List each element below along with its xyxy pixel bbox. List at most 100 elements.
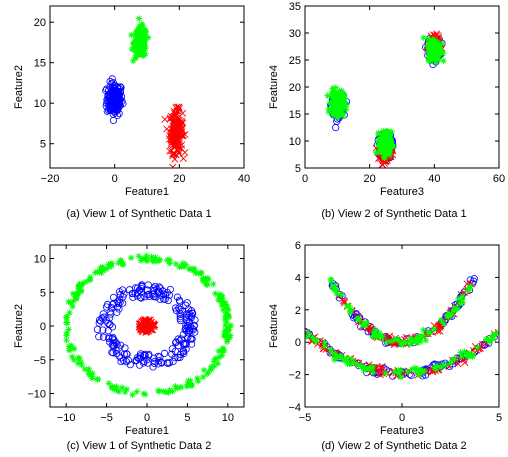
point-circle: [106, 105, 114, 114]
series-x: [135, 315, 159, 336]
point-star: [225, 326, 233, 333]
point-circle: [132, 357, 140, 365]
point-circle: [182, 345, 190, 353]
point-circle: [155, 283, 163, 291]
point-star: [338, 291, 345, 299]
point-star: [166, 260, 173, 267]
point-star: [342, 356, 349, 364]
point-cross: [161, 115, 169, 123]
point-star: [433, 362, 441, 369]
point-cross: [169, 141, 177, 149]
point-star: [135, 23, 143, 31]
series-o: [93, 281, 199, 371]
point-star: [225, 312, 232, 320]
y-tick-label: 15: [34, 58, 46, 70]
point-star: [123, 386, 130, 393]
chart-panel-3: −10 −5 0 5 10 −10 −5 0 5 10 Feature1 Feature2 (c) Vi…: [13, 244, 245, 452]
point-star: [141, 35, 149, 42]
point-circle: [99, 326, 107, 334]
point-star: [88, 373, 96, 380]
point-circle: [150, 292, 158, 300]
point-star: [169, 388, 176, 395]
point-star: [208, 366, 215, 373]
point-circle: [119, 299, 127, 307]
point-cross: [166, 147, 174, 155]
x-tick-label: 10: [222, 412, 234, 424]
point-star: [143, 256, 151, 263]
point-star: [426, 51, 434, 59]
point-star: [434, 47, 441, 54]
point-star: [224, 336, 231, 343]
y-tick-label: 20: [289, 82, 301, 94]
point-circle: [112, 89, 120, 98]
point-circle: [171, 347, 180, 355]
point-star: [331, 102, 338, 109]
point-star: [422, 337, 430, 344]
point-star: [85, 371, 92, 378]
point-star: [200, 276, 207, 283]
point-circle: [151, 357, 159, 366]
point-star: [406, 341, 414, 348]
point-star: [430, 45, 437, 52]
x-tick-label: 0: [399, 412, 405, 424]
point-circle: [145, 350, 153, 358]
point-circle: [110, 341, 118, 350]
point-star: [383, 338, 391, 345]
y-tick-label: 6: [295, 240, 301, 252]
point-star: [199, 373, 207, 381]
point-star: [329, 349, 336, 357]
y-tick-label: 0: [295, 337, 301, 349]
point-circle: [150, 359, 159, 368]
point-star: [379, 333, 386, 341]
point-star: [335, 106, 343, 113]
point-star: [383, 145, 391, 152]
point-star: [493, 329, 499, 337]
y-tick-label: 5: [40, 287, 46, 299]
point-star: [328, 89, 336, 96]
point-cross: [174, 147, 182, 155]
point-star: [113, 383, 120, 390]
point-star: [85, 367, 92, 375]
point-star: [134, 34, 142, 41]
point-circle: [133, 284, 142, 292]
point-cross: [314, 340, 322, 348]
point-star: [327, 346, 334, 353]
point-star: [369, 333, 377, 341]
point-star: [222, 332, 229, 339]
y-tick-label: 25: [289, 55, 301, 67]
point-star: [128, 45, 136, 53]
point-circle: [120, 290, 128, 298]
point-cross: [163, 125, 171, 133]
point-star: [457, 349, 464, 356]
point-circle: [164, 296, 172, 305]
y-tick-label: 10: [34, 98, 46, 110]
point-star: [432, 365, 440, 373]
point-circle: [160, 290, 168, 298]
point-star: [218, 302, 225, 309]
point-circle: [470, 277, 478, 285]
point-star: [333, 290, 340, 297]
point-cross: [434, 322, 442, 330]
point-star: [204, 281, 211, 289]
point-star: [69, 290, 77, 297]
point-star: [177, 383, 185, 391]
point-star: [140, 25, 148, 32]
point-star: [456, 300, 464, 307]
point-star: [134, 26, 142, 33]
x-axis-label: Feature3: [380, 186, 424, 198]
point-star: [89, 370, 96, 377]
point-circle: [172, 338, 180, 347]
point-star: [194, 378, 202, 385]
point-cross: [167, 134, 175, 142]
panel-caption: (d) View 2 of Synthetic Data 2: [321, 440, 466, 452]
point-star: [108, 263, 115, 270]
point-star: [163, 256, 171, 264]
point-star: [388, 128, 395, 135]
point-circle: [120, 350, 128, 358]
point-star: [70, 298, 77, 305]
point-star: [464, 286, 471, 294]
point-star: [411, 364, 419, 372]
point-circle: [182, 340, 190, 348]
point-star: [370, 329, 378, 337]
point-circle: [148, 290, 156, 298]
